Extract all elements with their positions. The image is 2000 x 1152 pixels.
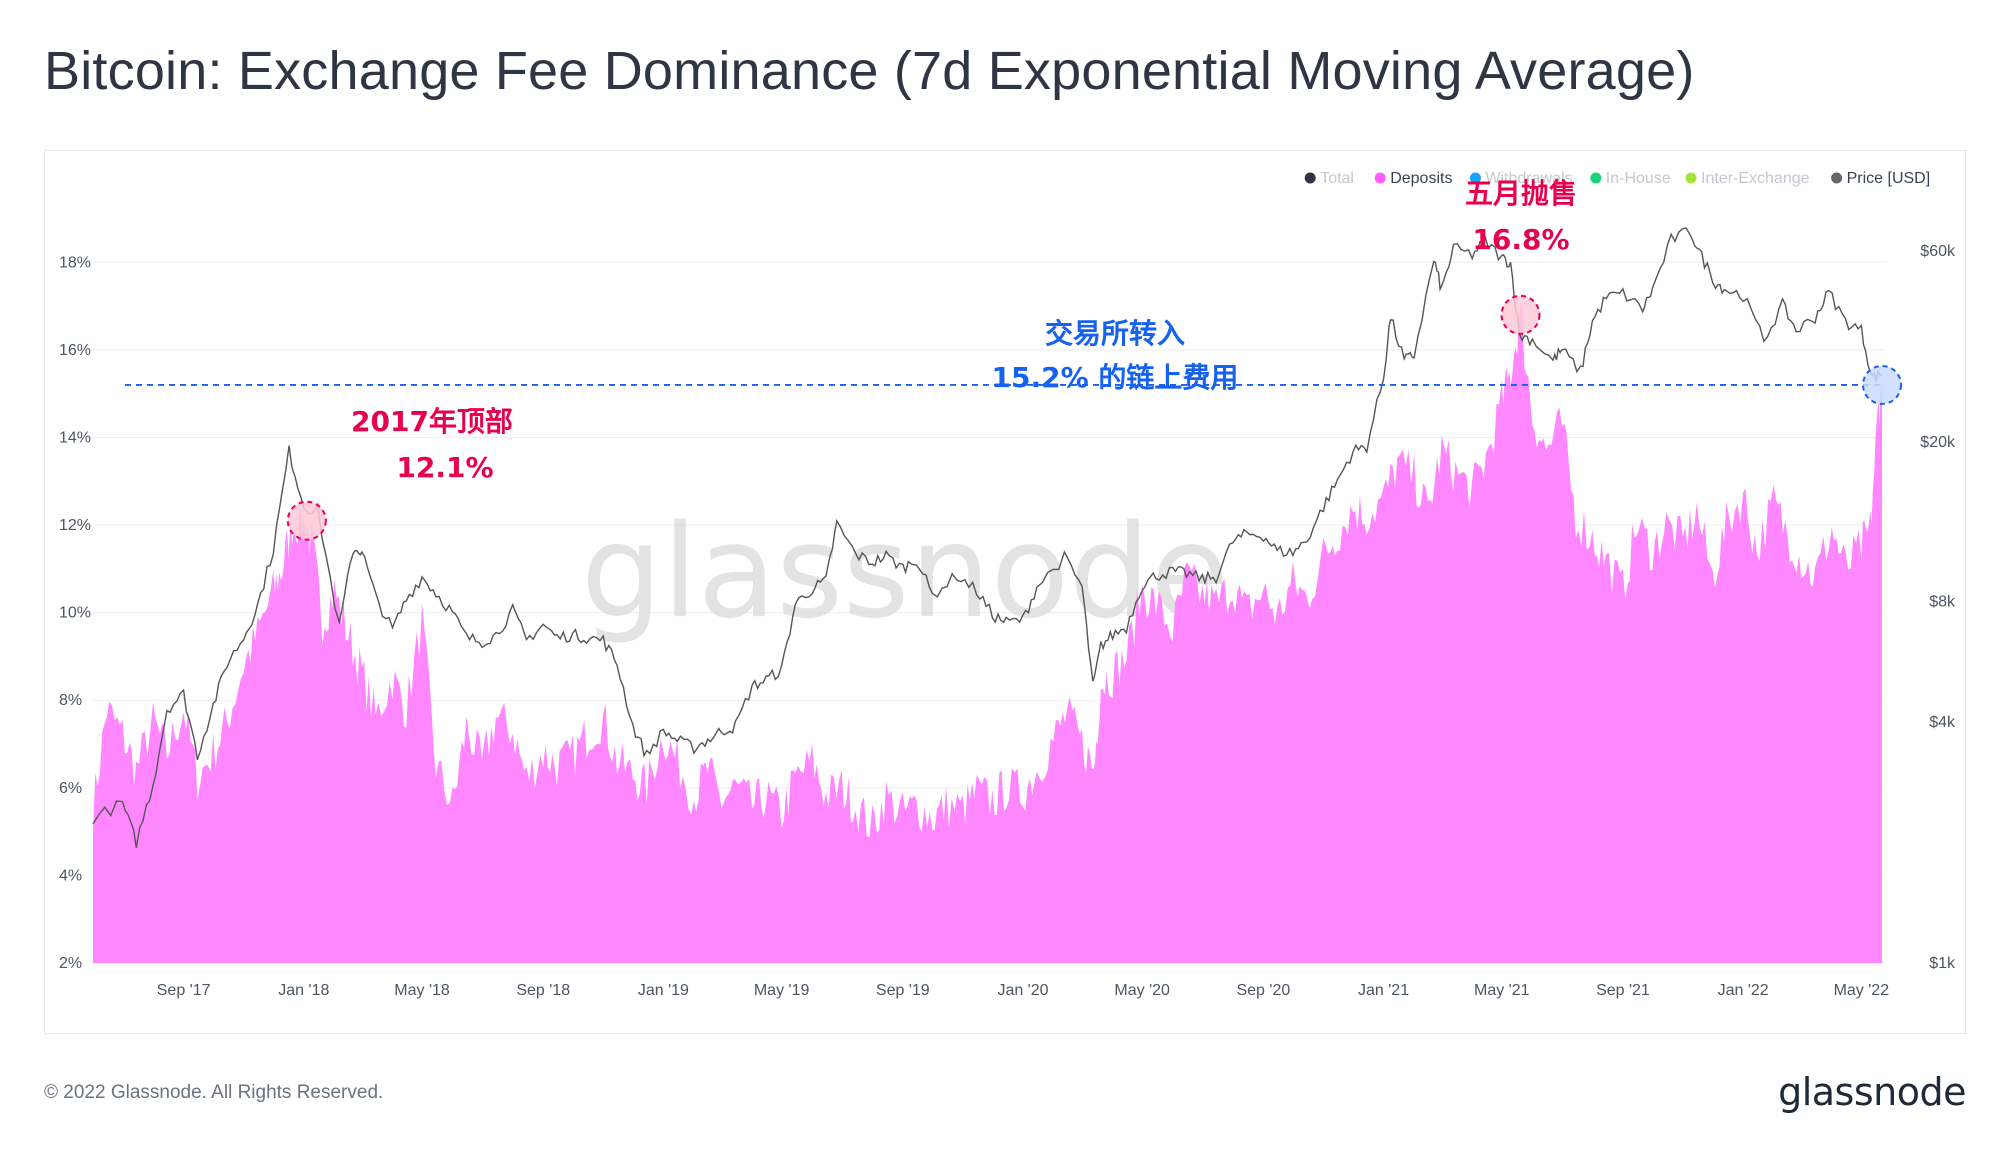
- annotation-may-selloff-line1: 五月抛售: [1465, 177, 1577, 210]
- marker-top-2017: [286, 500, 327, 541]
- legend-dot-icon: [1590, 172, 1602, 184]
- annotation-exchange-inflow-line2: 15.2% 的链上费用: [992, 361, 1239, 394]
- x-tick-label: Sep '19: [876, 982, 930, 999]
- legend-item-label[interactable]: In-House: [1606, 170, 1671, 187]
- footer-logo: glassnode: [1778, 1070, 1966, 1114]
- y-left-tick-label: 14%: [59, 429, 91, 446]
- x-tick-label: Sep '17: [157, 982, 211, 999]
- legend: Price [USD] Inter-Exchange In-House Withdra…: [1304, 170, 1931, 187]
- annotation-exchange-inflow-line1: 交易所转入: [1045, 317, 1185, 350]
- x-tick-label: May '19: [754, 982, 810, 999]
- x-tick-label: May '21: [1474, 982, 1530, 999]
- legend-dot-icon: [1304, 172, 1316, 184]
- annotation-top-2017-line1: 2017年顶部: [351, 405, 513, 438]
- annotation-markers: [286, 294, 1903, 541]
- x-tick-label: Sep '21: [1596, 982, 1650, 999]
- annotation-top-2017-line2: 12.1%: [396, 451, 493, 484]
- y-right-tick-label: $60k: [1920, 243, 1956, 260]
- y-right-tick-label: $20k: [1920, 434, 1956, 451]
- y-left-tick-label: 18%: [59, 254, 91, 271]
- x-tick-label: May '22: [1834, 982, 1890, 999]
- page-title: Bitcoin: Exchange Fee Dominance (7d Expo…: [44, 41, 1695, 101]
- y-left-tick-label: 16%: [59, 342, 91, 359]
- y-right-tick-label: $1k: [1929, 955, 1956, 972]
- left-axis: 2% 4% 6% 8% 10% 12% 14% 16% 18%: [59, 254, 91, 972]
- legend-item-label[interactable]: Price [USD]: [1847, 170, 1931, 187]
- y-left-tick-label: 4%: [59, 867, 82, 884]
- x-tick-label: Sep '18: [516, 982, 570, 999]
- x-tick-label: Jan '20: [997, 982, 1048, 999]
- x-tick-label: May '20: [1114, 982, 1170, 999]
- right-axis: $1k $4k $8k $20k $60k: [1920, 243, 1956, 972]
- y-left-tick-label: 2%: [59, 955, 82, 972]
- annotation-may-selloff-line2: 16.8%: [1472, 223, 1569, 256]
- y-left-tick-label: 12%: [59, 517, 91, 534]
- price-line: [92, 227, 1883, 849]
- x-tick-label: Sep '20: [1236, 982, 1290, 999]
- y-right-tick-label: $4k: [1929, 714, 1956, 731]
- legend-dot-icon: [1374, 172, 1386, 184]
- y-left-tick-label: 6%: [59, 780, 82, 797]
- deposits-area: [93, 301, 1882, 963]
- legend-item-label[interactable]: Total: [1320, 170, 1354, 187]
- footer-copyright: © 2022 Glassnode. All Rights Reserved.: [44, 1082, 384, 1103]
- marker-exchange-inflow: [1862, 364, 1903, 405]
- legend-dot-icon: [1469, 172, 1481, 184]
- legend-item-label[interactable]: Withdrawals: [1485, 170, 1572, 187]
- legend-dot-icon: [1685, 172, 1697, 184]
- x-tick-label: Jan '19: [638, 982, 689, 999]
- legend-dot-icon: [1831, 172, 1843, 184]
- chart-svg: glassnode 2%4%6%8%10%12%14%16%18% $1k$4k…: [59, 170, 1956, 999]
- marker-may-selloff: [1500, 294, 1541, 335]
- x-tick-label: May '18: [394, 982, 450, 999]
- y-left-tick-label: 8%: [59, 692, 82, 709]
- x-tick-label: Jan '21: [1358, 982, 1409, 999]
- y-right-tick-label: $8k: [1929, 593, 1956, 610]
- legend-item-label[interactable]: Inter-Exchange: [1701, 170, 1810, 187]
- chart-frame: glassnode 2% 4% 6% 8% 10% 12% 14% 16% 18% $1k $4k…: [44, 150, 1966, 1034]
- x-tick-label: Jan '22: [1718, 982, 1769, 999]
- y-left-tick-label: 10%: [59, 605, 91, 622]
- legend-item-label[interactable]: Deposits: [1390, 170, 1452, 187]
- x-tick-label: Jan '18: [278, 982, 329, 999]
- x-axis: Sep '17 Jan '18 May '18 Sep '18 Jan '19 May '…: [157, 982, 1889, 999]
